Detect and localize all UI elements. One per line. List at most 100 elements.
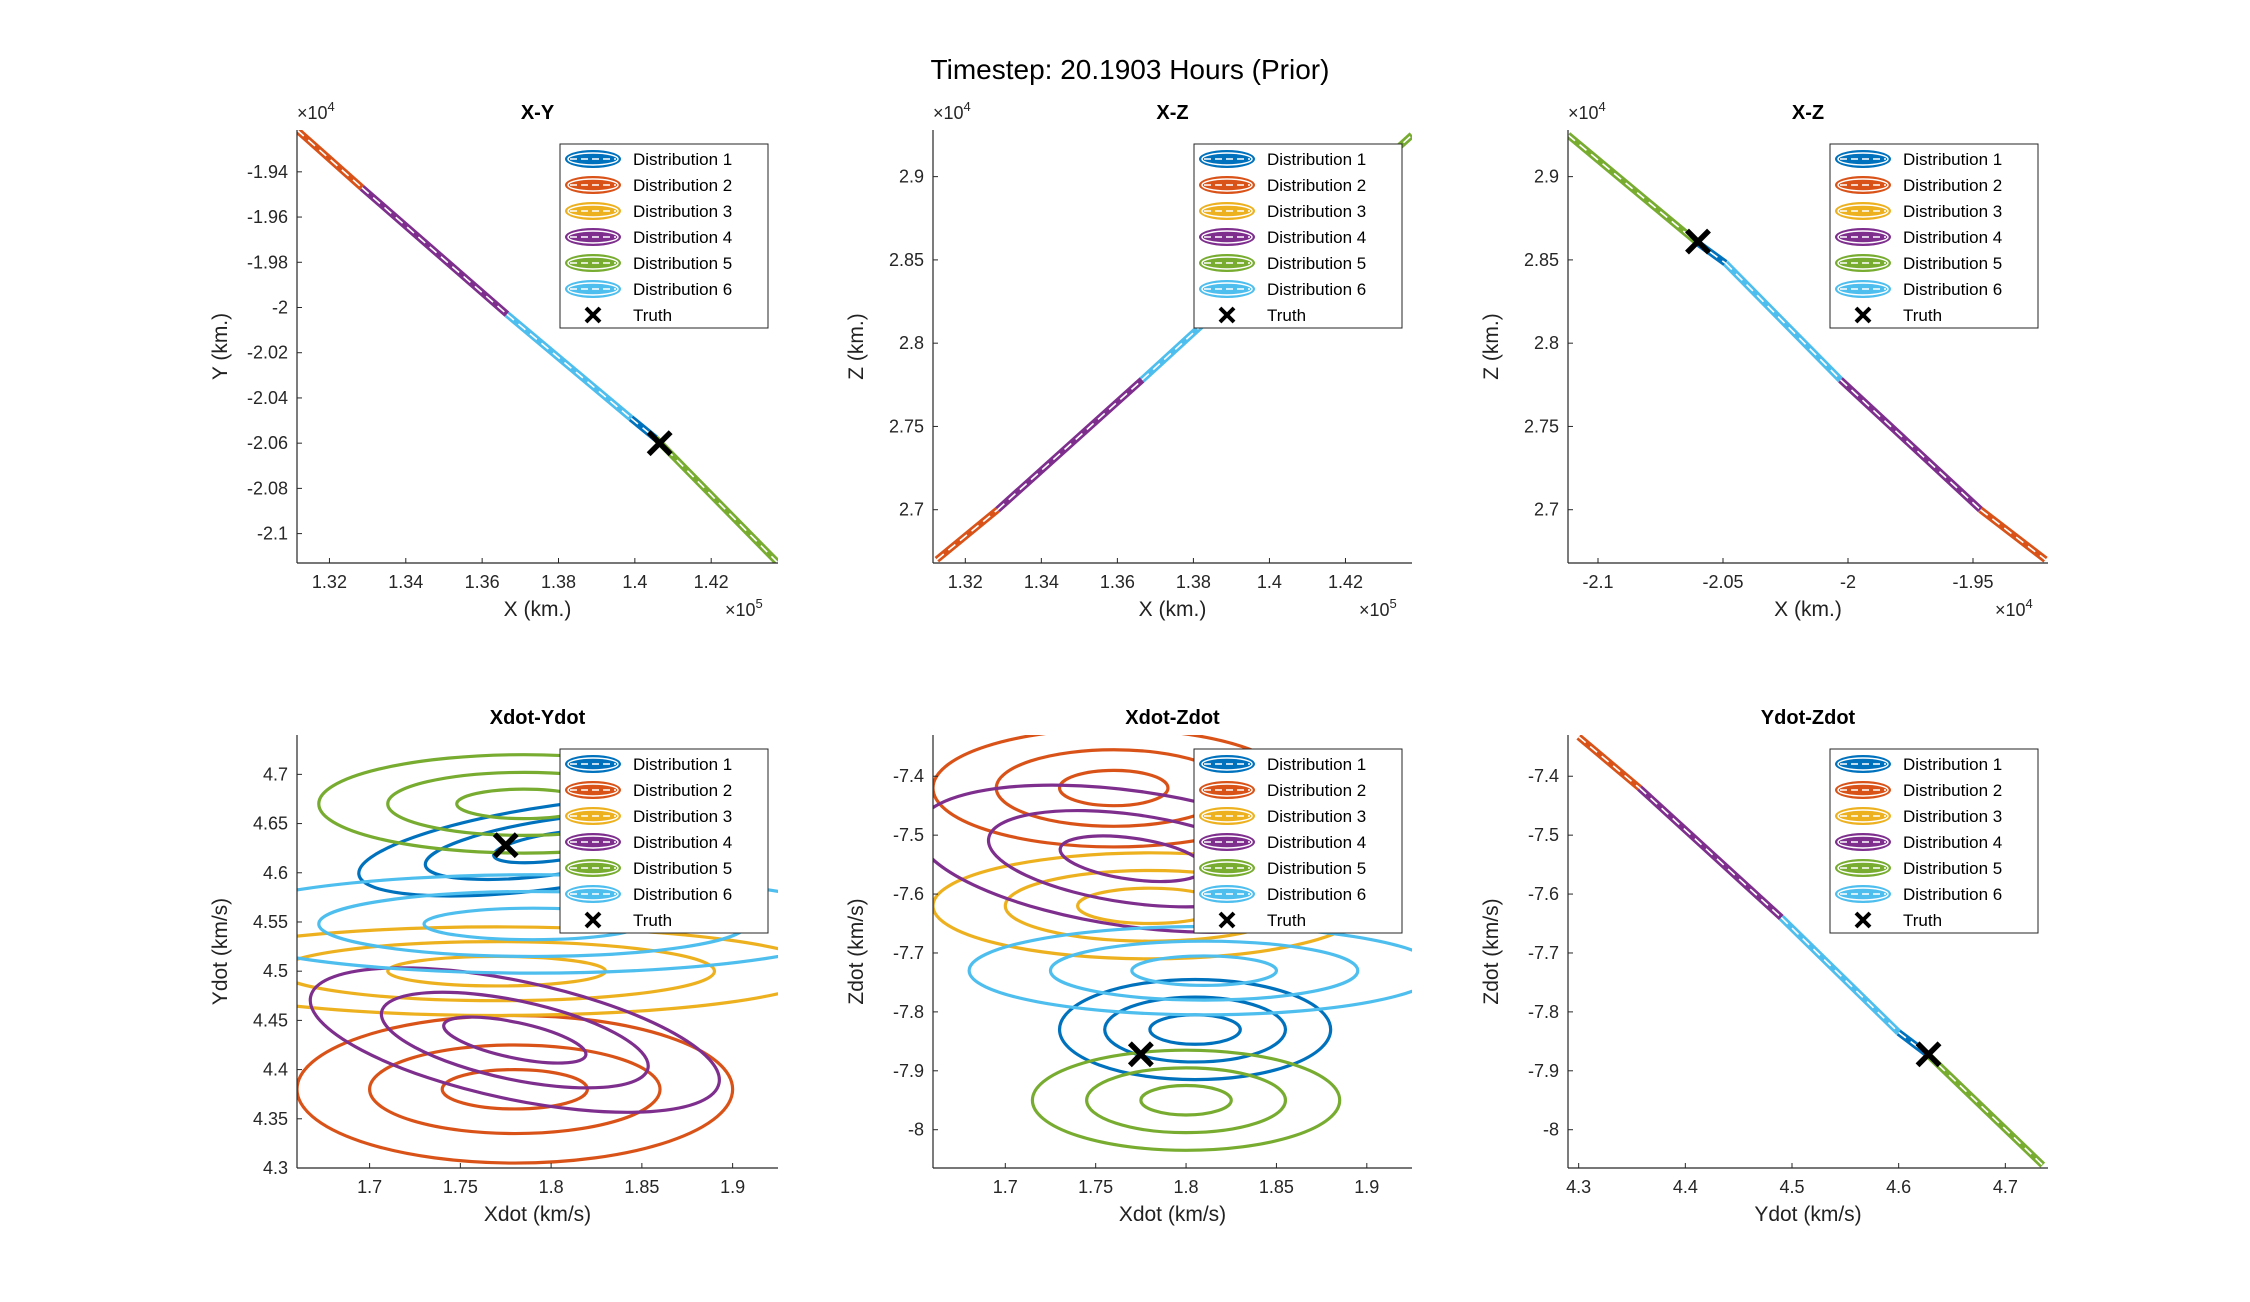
distribution-2-sigma-ellipse-2 <box>368 1043 662 1136</box>
legend-label: Distribution 3 <box>633 807 732 826</box>
legend-ellipse-inner <box>1837 282 1889 296</box>
truth-marker <box>1127 1041 1154 1068</box>
legend-label: Distribution 3 <box>633 202 732 221</box>
distribution-3-sigma-ellipse-3 <box>297 925 778 1018</box>
y-tick-label: -1.94 <box>247 162 288 182</box>
x-tick-label: 1.8 <box>539 1177 564 1197</box>
x-axis-label: Xdot (km/s) <box>1119 1203 1226 1226</box>
legend-ellipse-inner <box>1837 887 1889 901</box>
x-tick-label: 1.32 <box>948 572 983 592</box>
legend-item-6: Distribution 6 <box>565 885 732 904</box>
y-tick-label: 2.8 <box>899 333 924 353</box>
y-tick-label: 2.8 <box>1534 333 1559 353</box>
y-tick-label: -2.06 <box>247 433 288 453</box>
legend-ellipse-inner <box>1201 282 1253 296</box>
legend-ellipse-inner <box>567 861 619 875</box>
legend: Distribution 1 Distribution 2 Distribution… <box>1193 143 1403 329</box>
x-tick-label: 1.34 <box>1024 572 1059 592</box>
x-tick-label: 4.4 <box>1673 1177 1698 1197</box>
legend-item-6: Distribution 6 <box>565 280 732 299</box>
legend: Distribution 1 Distribution 2 Distribution… <box>1193 748 1403 934</box>
distribution-6-sigma-ellipse-3 <box>297 873 778 975</box>
distribution-6-mean-line <box>1780 917 1900 1034</box>
distribution-5-sigma-ellipse-1 <box>1139 1083 1233 1117</box>
legend-item-2: Distribution 2 <box>565 176 732 195</box>
distribution-6-mean-line <box>506 313 632 419</box>
subplot-2: 1.32 1.34 1.36 1.38 1.4 1.42 2.7 2.75 2.8 2.85 2.9… <box>845 99 1412 621</box>
distribution-1-sigma-ellipse-2 <box>1103 995 1288 1064</box>
distribution-1-sigma-ellipse-3 <box>1057 977 1333 1082</box>
distribution-4-mean-line <box>1638 787 1782 919</box>
y-tick-label: -1.96 <box>247 207 288 227</box>
y-tick-label: 4.5 <box>263 961 288 981</box>
legend-ellipse-inner <box>567 835 619 849</box>
distribution-2-band <box>297 130 365 191</box>
legend-label: Distribution 2 <box>1267 781 1366 800</box>
legend-label: Distribution 5 <box>633 254 732 273</box>
legend-ellipse-inner <box>1837 783 1889 797</box>
truth-marker <box>492 832 519 859</box>
y-tick-label: -2.02 <box>247 343 288 363</box>
x-tick-label: 1.75 <box>443 1177 478 1197</box>
distribution-5-mean-line <box>1568 134 1699 244</box>
legend-item-6: Distribution 6 <box>1835 885 2002 904</box>
legend-item-7: Truth <box>1854 911 1942 930</box>
y-tick-label: -1.98 <box>247 252 288 272</box>
legend-item-7: Truth <box>1218 911 1306 930</box>
legend-label: Distribution 1 <box>1267 150 1366 169</box>
legend-label: Distribution 6 <box>633 280 732 299</box>
legend-ellipse-inner <box>567 178 619 192</box>
legend-item-6: Distribution 6 <box>1835 280 2002 299</box>
legend-label: Distribution 3 <box>1903 202 2002 221</box>
legend-item-2: Distribution 2 <box>1199 781 1366 800</box>
legend-item-5: Distribution 5 <box>1199 859 1366 878</box>
legend-label: Distribution 2 <box>1903 781 2002 800</box>
y-tick-label: -7.7 <box>893 943 924 963</box>
distribution-5-mean-line <box>1926 1053 2044 1166</box>
legend-label: Distribution 1 <box>1903 150 2002 169</box>
y-tick-label: -7.6 <box>1528 884 1559 904</box>
distribution-6-sigma-ellipse-2 <box>1048 939 1360 1002</box>
x-tick-label: 1.9 <box>1354 1177 1379 1197</box>
x-tick-label: 1.8 <box>1174 1177 1199 1197</box>
subplot-title: X-Z <box>1156 102 1188 124</box>
legend-ellipse-inner <box>1837 861 1889 875</box>
legend-ellipse-inner <box>567 757 619 771</box>
y-tick-label: -7.4 <box>893 766 924 786</box>
x-tick-label: 1.7 <box>993 1177 1018 1197</box>
legend-item-1: Distribution 1 <box>565 150 732 169</box>
legend-label: Distribution 3 <box>1267 807 1366 826</box>
legend-item-4: Distribution 4 <box>1199 228 1366 247</box>
axes-layer: 1.32 1.34 1.36 1.38 1.4 1.42 -1.94 -1.96 -1.98 -2… <box>209 99 2048 1226</box>
legend-label: Distribution 3 <box>1903 807 2002 826</box>
x-tick-label: 4.7 <box>1993 1177 2018 1197</box>
distribution-4-mean-line <box>1839 379 1982 511</box>
data-layer <box>1568 132 2048 563</box>
y-tick-label: 2.85 <box>889 250 924 270</box>
distribution-2-mean-line <box>936 509 999 561</box>
legend-ellipse-inner <box>567 230 619 244</box>
x-tick-label: 1.36 <box>1100 572 1135 592</box>
truth-marker <box>1915 1041 1942 1068</box>
legend-item-2: Distribution 2 <box>1835 176 2002 195</box>
x-tick-label: 4.5 <box>1779 1177 1804 1197</box>
x-tick-label: -1.95 <box>1952 572 1993 592</box>
subplot-5: 1.7 1.75 1.8 1.85 1.9 -7.4 -7.5 -7.6 -7.7 -7.8 -7.… <box>845 707 1412 1226</box>
legend-ellipse-inner <box>1201 783 1253 797</box>
legend-label: Truth <box>1903 306 1942 325</box>
legend-label: Truth <box>1267 306 1306 325</box>
legend-label: Distribution 1 <box>633 755 732 774</box>
legend-item-4: Distribution 4 <box>1835 228 2002 247</box>
legend-label: Distribution 6 <box>1267 885 1366 904</box>
distribution-4-sigma-ellipse-2 <box>379 990 650 1090</box>
legend-ellipse-inner <box>1201 809 1253 823</box>
x-exponent-label: ×105 <box>725 596 763 620</box>
y-tick-label: 2.75 <box>1524 416 1559 436</box>
legend-item-4: Distribution 4 <box>1199 833 1366 852</box>
x-tick-label: -2 <box>1840 572 1856 592</box>
legend-ellipse-inner <box>567 783 619 797</box>
x-axis-label: Ydot (km/s) <box>1754 1203 1861 1226</box>
legend-item-5: Distribution 5 <box>1835 254 2002 273</box>
distribution-4-sigma-ellipse-3 <box>308 966 721 1114</box>
legend-item-1: Distribution 1 <box>565 755 732 774</box>
